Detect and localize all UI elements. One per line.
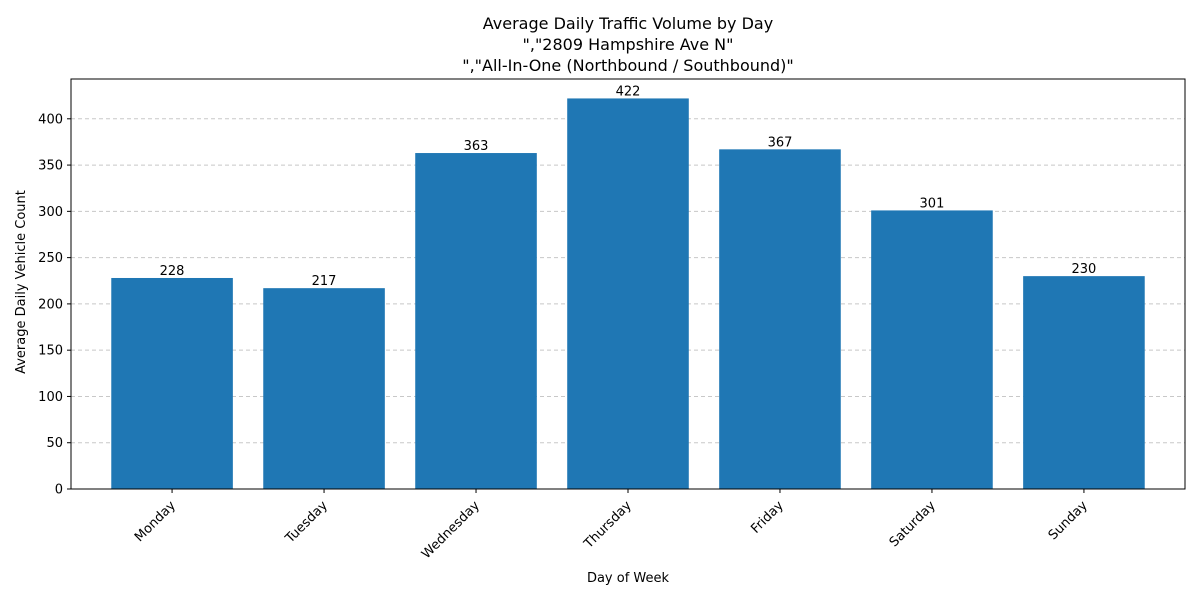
chart-subtitle-line-2: ","All-In-One (Northbound / Southbound)" xyxy=(462,56,794,75)
bar-wednesday xyxy=(415,153,537,489)
value-label-sunday: 230 xyxy=(1072,262,1097,277)
value-label-saturday: 301 xyxy=(920,196,945,211)
bar-thursday xyxy=(567,98,689,489)
y-tick-label: 100 xyxy=(38,390,63,405)
y-tick-label: 0 xyxy=(55,483,63,498)
y-tick-label: 250 xyxy=(38,251,63,266)
y-tick-label: 300 xyxy=(38,205,63,220)
chart-title: Average Daily Traffic Volume by Day xyxy=(483,14,773,33)
x-axis-label: Day of Week xyxy=(587,571,670,586)
y-tick-label: 150 xyxy=(38,344,63,359)
bar-friday xyxy=(719,149,841,489)
bar-tuesday xyxy=(263,288,385,489)
y-tick-label: 50 xyxy=(46,436,63,451)
bar-sunday xyxy=(1023,276,1145,489)
bars xyxy=(111,98,1145,489)
chart-subtitle-line-1: ","2809 Hampshire Ave N" xyxy=(523,35,734,54)
y-tick-label: 350 xyxy=(38,159,63,174)
bar-monday xyxy=(111,277,233,489)
value-label-monday: 228 xyxy=(160,264,185,279)
bar-saturday xyxy=(871,210,993,489)
value-labels: 228 217 363 422 367 301 230 xyxy=(160,84,1097,289)
y-tick-label: 200 xyxy=(38,297,63,312)
value-label-wednesday: 363 xyxy=(464,139,489,154)
value-label-friday: 367 xyxy=(768,135,793,150)
value-label-tuesday: 217 xyxy=(312,274,337,289)
value-label-thursday: 422 xyxy=(616,84,641,99)
y-tick-label: 400 xyxy=(38,112,63,127)
y-axis-ticks: 0 50 100 150 200 250 300 350 400 xyxy=(38,112,71,498)
y-axis-label: Average Daily Vehicle Count xyxy=(14,190,29,374)
